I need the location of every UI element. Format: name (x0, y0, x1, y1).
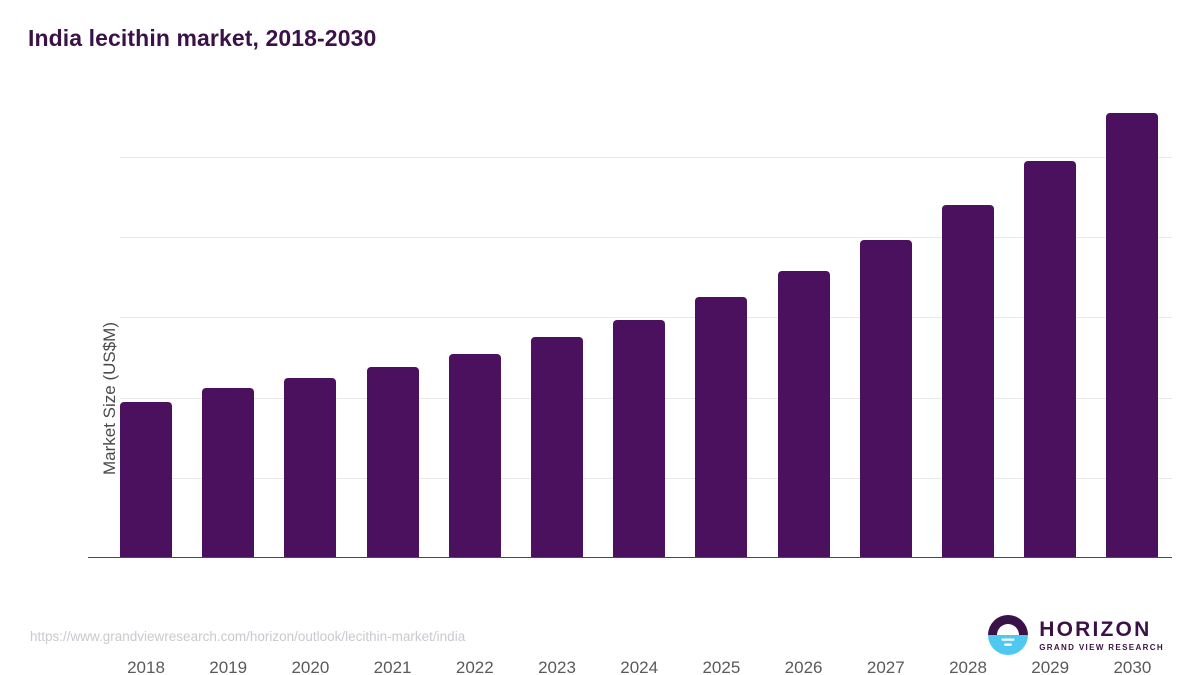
x-axis-tick-label: 2018 (127, 658, 165, 675)
x-axis-tick: 2030 (1106, 644, 1158, 675)
bar[interactable] (531, 337, 583, 558)
horizon-logo[interactable]: HORIZON GRAND VIEW RESEARCH (987, 612, 1164, 658)
x-axis-line (88, 556, 1172, 558)
x-axis-tick: 2023 (531, 644, 583, 675)
x-axis-tick: 2022 (449, 644, 501, 675)
bar[interactable] (120, 401, 172, 558)
bar[interactable] (613, 319, 666, 558)
bar[interactable] (202, 387, 255, 558)
x-axis-tick-label: 2019 (209, 658, 248, 675)
x-axis-tick: 2024 (613, 644, 665, 675)
bar[interactable] (777, 270, 830, 558)
x-axis-tick: 2019 (202, 644, 254, 675)
plot-area: Market Size (US$M) 01020304050 201820192… (88, 86, 1172, 675)
x-axis-tick-label: 2027 (866, 658, 905, 675)
logo-name: HORIZON (1039, 617, 1152, 641)
x-axis-tick-label: 2023 (538, 658, 576, 675)
x-axis-tick: 2020 (284, 644, 336, 675)
x-axis-tick: 2025 (695, 644, 747, 675)
gridline (120, 317, 1172, 319)
bar[interactable] (448, 354, 501, 558)
logo-subtitle: GRAND VIEW RESEARCH (1039, 642, 1164, 652)
x-axis-tick-label: 2024 (620, 658, 659, 675)
x-axis-tick-label: 2029 (1031, 658, 1070, 675)
bar-series (120, 86, 1172, 558)
x-axis-tick: 2028 (942, 644, 994, 675)
bar[interactable] (366, 367, 419, 558)
x-axis-tick: 2021 (367, 644, 419, 675)
gridline (120, 156, 1172, 158)
x-axis-tick-label: 2026 (784, 658, 823, 675)
source-url[interactable]: https://www.grandviewresearch.com/horizo… (30, 629, 466, 644)
bar[interactable] (1106, 112, 1159, 558)
y-axis-title: Market Size (US$M) (100, 322, 119, 476)
x-axis-tick-label: 2022 (455, 658, 494, 675)
bar[interactable] (942, 205, 994, 558)
gridline (120, 237, 1172, 239)
bar[interactable] (695, 297, 748, 558)
horizon-circle-icon (988, 615, 1029, 655)
logo-text: HORIZON GRAND VIEW RESEARCH (1039, 619, 1164, 652)
page-title: India lecithin market, 2018-2030 (28, 25, 377, 51)
bar[interactable] (1024, 161, 1077, 558)
x-axis-tick-label: 2020 (291, 658, 330, 675)
x-axis-tick: 2026 (778, 644, 830, 675)
x-axis-tick: 2018 (120, 644, 172, 675)
x-axis-tick-label: 2021 (373, 658, 412, 675)
bar[interactable] (284, 378, 337, 558)
x-axis-tick-label: 2030 (1113, 658, 1152, 675)
x-axis-tick-label: 2025 (702, 658, 741, 675)
x-axis-tick-label: 2028 (949, 658, 987, 675)
x-axis-tick: 2027 (860, 644, 912, 675)
x-axis-tick: 2029 (1024, 644, 1076, 675)
bar[interactable] (859, 240, 912, 558)
